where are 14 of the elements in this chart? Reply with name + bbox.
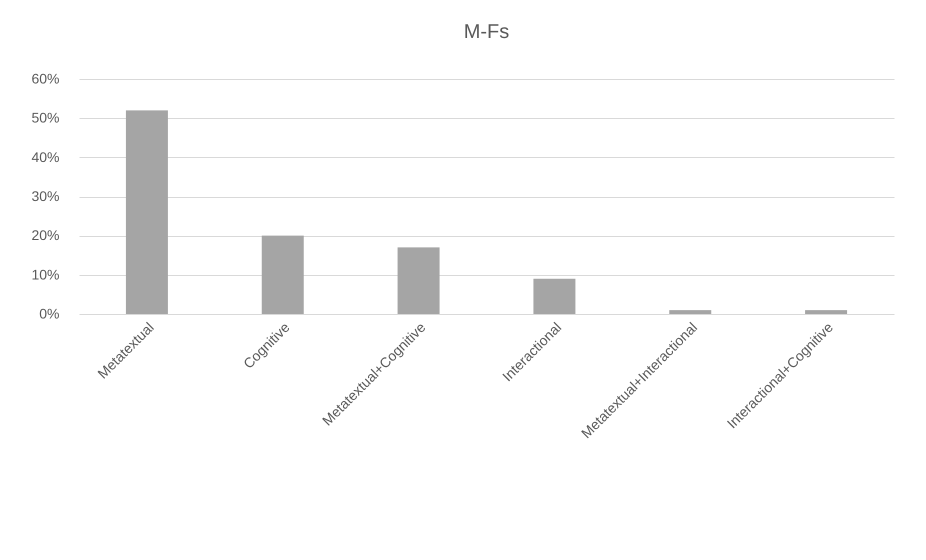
bar <box>533 278 576 314</box>
y-tick-label: 60% <box>31 70 60 86</box>
bar <box>262 236 304 314</box>
y-tick-label: 50% <box>31 110 60 126</box>
y-tick-label: 0% <box>39 306 60 322</box>
chart-title: M-Fs <box>464 21 510 43</box>
bar <box>398 247 440 314</box>
bar <box>669 310 712 314</box>
bar <box>805 310 848 314</box>
bar <box>126 110 168 314</box>
y-tick-label: 40% <box>31 148 60 165</box>
y-tick-label: 20% <box>31 227 60 244</box>
y-tick-label: 30% <box>31 188 60 204</box>
y-tick-label: 10% <box>31 266 60 282</box>
